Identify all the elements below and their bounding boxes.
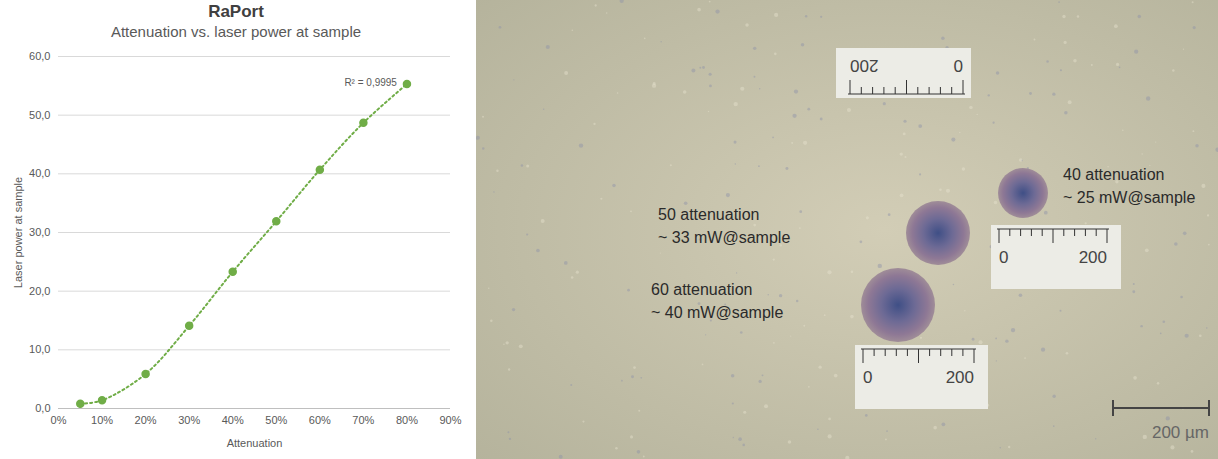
svg-text:0: 0 — [863, 368, 872, 387]
svg-text:40 attenuation: 40 attenuation — [1063, 166, 1164, 183]
svg-text:50,0: 50,0 — [29, 109, 50, 121]
svg-text:R² = 0,9995: R² = 0,9995 — [344, 77, 397, 88]
svg-text:30,0: 30,0 — [29, 226, 50, 238]
svg-text:20%: 20% — [135, 414, 157, 426]
html-text:RaPort: RaPort — [208, 2, 264, 21]
svg-text:200: 200 — [850, 56, 878, 75]
svg-text:60 attenuation: 60 attenuation — [651, 281, 752, 298]
svg-text:60%: 60% — [309, 414, 331, 426]
svg-text:90%: 90% — [439, 414, 461, 426]
svg-text:30%: 30% — [178, 414, 200, 426]
svg-text:50%: 50% — [265, 414, 287, 426]
svg-text:60,0: 60,0 — [29, 50, 50, 62]
svg-text:40,0: 40,0 — [29, 167, 50, 179]
svg-text:~ 40 mW@sample: ~ 40 mW@sample — [651, 304, 783, 321]
svg-text:~ 33 mW@sample: ~ 33 mW@sample — [658, 229, 790, 246]
svg-text:~ 25 mW@sample: ~ 25 mW@sample — [1063, 189, 1195, 206]
svg-text:50 attenuation: 50 attenuation — [658, 206, 759, 223]
svg-text:10%: 10% — [91, 414, 113, 426]
svg-text:80%: 80% — [396, 414, 418, 426]
svg-text:Attenuation: Attenuation — [227, 437, 283, 449]
svg-text:0: 0 — [999, 248, 1008, 267]
svg-text:0: 0 — [954, 56, 963, 75]
html-text:Attenuation vs. laser power at: Attenuation vs. laser power at sample — [110, 23, 362, 40]
svg-text:0%: 0% — [51, 414, 67, 426]
svg-text:70%: 70% — [352, 414, 374, 426]
svg-text:200: 200 — [1079, 248, 1107, 267]
svg-text:Laser power at sample: Laser power at sample — [12, 177, 24, 288]
svg-text:40%: 40% — [222, 414, 244, 426]
svg-text:200: 200 — [946, 368, 974, 387]
svg-text:20,0: 20,0 — [29, 285, 50, 297]
svg-text:200 µm: 200 µm — [1152, 423, 1209, 442]
svg-text:0,0: 0,0 — [35, 402, 50, 414]
svg-text:10,0: 10,0 — [29, 343, 50, 355]
